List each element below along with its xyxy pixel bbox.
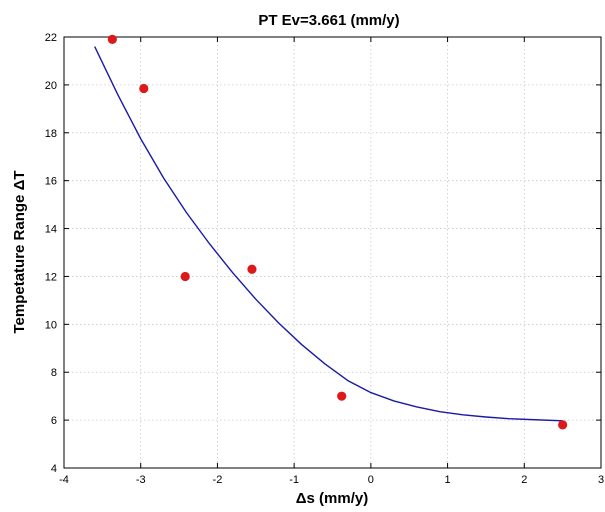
data-point (247, 264, 257, 274)
y-tick-label: 18 (45, 128, 57, 140)
y-tick-label: 4 (51, 463, 57, 475)
data-points (107, 34, 568, 430)
y-tick-label: 16 (45, 176, 57, 188)
gridlines (64, 37, 601, 468)
data-point (107, 34, 117, 44)
x-tick-label: -3 (136, 474, 146, 486)
x-tick-label: 2 (521, 474, 527, 486)
x-tick-label: -4 (59, 474, 69, 486)
y-tick-label: 20 (45, 80, 57, 92)
data-point (139, 83, 149, 94)
chart-title: PT Ev=3.661 (mm/y) (258, 12, 399, 29)
y-axis-label: Tempetature Range ΔT (11, 170, 28, 333)
fit-curve-layer (94, 46, 563, 422)
y-tick-label: 10 (45, 319, 57, 331)
y-tick-label: 6 (51, 415, 57, 427)
data-point (180, 271, 190, 282)
x-tick-label: 1 (445, 474, 451, 486)
x-tick-label: -1 (289, 474, 299, 486)
plot-frame (63, 36, 602, 469)
x-tick-label: -2 (213, 474, 223, 486)
data-point (337, 391, 347, 401)
y-tick-label: 12 (45, 271, 57, 283)
x-tick-label: 0 (368, 474, 374, 486)
data-point (558, 420, 568, 430)
x-axis-label: Δs (mm/y) (296, 490, 368, 507)
y-tick-label: 8 (51, 367, 57, 379)
fit-curve (94, 46, 563, 422)
x-tick-label: 3 (598, 474, 604, 486)
y-tick-label: 22 (45, 32, 57, 44)
y-tick-label: 14 (45, 224, 57, 236)
